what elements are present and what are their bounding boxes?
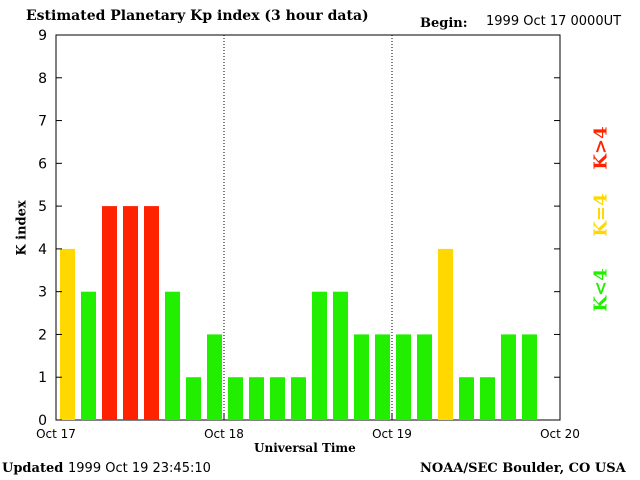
y-tick-label: 8 xyxy=(38,71,47,87)
kp-bar xyxy=(501,334,516,420)
y-tick-label: 9 xyxy=(38,28,47,44)
kp-bar xyxy=(522,334,537,420)
plot-frame xyxy=(55,34,561,421)
legend-k-equal-4: K=4 xyxy=(590,193,612,237)
x-axis-label: Universal Time xyxy=(254,441,356,455)
credit-text: NOAA/SEC Boulder, CO USA xyxy=(420,461,626,476)
kp-bar xyxy=(417,334,432,420)
y-tick-label: 3 xyxy=(38,285,47,301)
kp-bar xyxy=(438,248,453,420)
kp-bar xyxy=(354,334,369,420)
y-tick-label: 6 xyxy=(38,156,47,172)
kp-bar xyxy=(291,377,306,420)
kp-bar xyxy=(396,334,411,420)
kp-bar xyxy=(459,377,474,420)
begin-label: Begin: xyxy=(420,16,468,31)
y-tick-label: 0 xyxy=(38,413,47,429)
updated-label: Updated xyxy=(2,461,64,476)
y-tick-label: 5 xyxy=(38,199,47,215)
y-tick-label: 1 xyxy=(38,370,47,386)
updated-value: 1999 Oct 19 23:45:10 xyxy=(68,461,211,476)
x-tick-label: Oct 20 xyxy=(540,427,580,441)
kp-bar xyxy=(60,248,75,420)
begin-value: 1999 Oct 17 0000UT xyxy=(486,14,622,29)
kp-bar xyxy=(375,334,390,420)
kp-bar xyxy=(102,206,117,420)
kp-bar xyxy=(312,291,327,420)
y-axis-label: K index xyxy=(14,200,30,256)
kp-bar xyxy=(480,377,495,420)
y-tick-label: 2 xyxy=(38,327,47,343)
legend-k-above-4: K>4 xyxy=(590,126,612,170)
y-tick-label: 7 xyxy=(38,114,47,130)
kp-bar xyxy=(81,291,96,420)
chart-title: Estimated Planetary Kp index (3 hour dat… xyxy=(26,8,369,24)
kp-bar xyxy=(207,334,222,420)
kp-bar xyxy=(165,291,180,420)
x-tick-label: Oct 19 xyxy=(372,427,412,441)
legend-k-below-4: K<4 xyxy=(590,268,612,312)
kp-bar xyxy=(228,377,243,420)
x-tick-label: Oct 17 xyxy=(36,427,76,441)
kp-bar xyxy=(123,206,138,420)
kp-bar xyxy=(333,291,348,420)
kp-bar xyxy=(144,206,159,420)
kp-bar xyxy=(270,377,285,420)
kp-bar xyxy=(249,377,264,420)
x-tick-label: Oct 18 xyxy=(204,427,244,441)
kp-bar xyxy=(186,377,201,420)
y-tick-label: 4 xyxy=(38,242,47,258)
